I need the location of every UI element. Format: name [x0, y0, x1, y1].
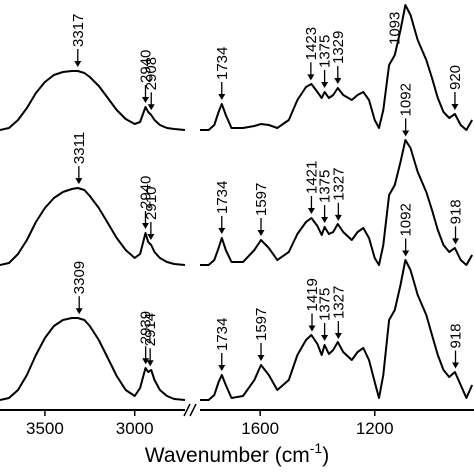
peak-label: 1419 [304, 278, 321, 311]
peak-label: 1375 [317, 35, 334, 68]
x-tick-label: 1200 [356, 419, 394, 438]
peak-label: 2914 [142, 313, 159, 346]
peak-label: 918 [448, 323, 465, 348]
peak-arrowhead [257, 355, 265, 361]
peak-arrowhead [452, 238, 460, 245]
peak-arrowhead [308, 325, 316, 332]
peak-label: 918 [448, 199, 465, 224]
peak-label: 2908 [143, 57, 160, 90]
peak-arrowhead [451, 104, 459, 110]
peak-label: 1597 [253, 308, 270, 341]
peak-arrowhead [147, 104, 155, 111]
peak-label: 1734 [214, 318, 231, 351]
peak-arrowhead [334, 78, 342, 84]
peak-arrowhead [257, 230, 265, 236]
x-tick-label: 3500 [26, 419, 64, 438]
peak-label: 1597 [253, 183, 270, 216]
peak-label: 1093 [386, 12, 403, 45]
peak-label: 2940 [137, 176, 154, 209]
peak-arrowhead [218, 365, 226, 371]
peak-arrowhead [141, 223, 149, 229]
peak-arrowhead [75, 308, 83, 315]
x-axis-title-sup: -1 [310, 440, 323, 456]
axis-break [183, 403, 197, 417]
peak-label: 2940 [137, 50, 154, 83]
x-tick-label: 3000 [116, 419, 154, 438]
peak-arrowhead [218, 228, 226, 234]
peak-label: 2910 [143, 187, 160, 220]
peak-label: 2939 [138, 311, 155, 344]
peak-arrowhead [75, 178, 83, 185]
peak-arrowhead [218, 94, 226, 100]
peak-label: 1327 [330, 167, 347, 200]
spectrum-line [0, 4, 473, 131]
peak-label: 1734 [214, 47, 231, 80]
peak-label: 1734 [214, 181, 231, 214]
x-tick-label: 1600 [241, 419, 279, 438]
x-axis-title-main: Wavenumber (cm [145, 444, 310, 467]
peak-label: 1092 [398, 203, 415, 236]
peak-arrowhead [307, 208, 315, 214]
peak-arrowhead [307, 74, 315, 81]
peak-label: 1327 [330, 286, 347, 319]
peak-label: 1375 [317, 288, 334, 321]
peak-arrowhead [146, 360, 154, 367]
peak-label: 1329 [330, 31, 347, 64]
peak-arrowhead [402, 130, 410, 137]
peak-label: 920 [447, 65, 464, 90]
peak-label: 1421 [303, 161, 320, 194]
peak-arrowhead [321, 82, 329, 88]
peak-arrowhead [334, 214, 342, 221]
x-axis-title-end: ) [322, 444, 329, 467]
x-axis-title: Wavenumber (cm-1) [145, 440, 329, 467]
peak-label: 3317 [70, 14, 87, 47]
peak-arrowhead [321, 217, 329, 223]
peak-arrowhead [74, 61, 82, 67]
peak-label: 3311 [71, 132, 88, 164]
break-mark [183, 403, 191, 417]
peak-label: 1423 [303, 27, 320, 60]
spectrum-line [0, 139, 473, 266]
peak-arrowhead [321, 335, 329, 341]
peak-label: 3309 [71, 261, 88, 294]
peak-label: 1375 [317, 170, 334, 203]
peak-arrowhead [334, 333, 342, 339]
spectrum-line [0, 259, 474, 401]
peak-arrowhead [141, 97, 149, 103]
peak-label: 1092 [398, 83, 415, 116]
peak-arrowhead [142, 358, 150, 365]
break-mark [189, 403, 197, 417]
peak-arrowhead [402, 250, 410, 257]
peak-arrowhead [452, 362, 460, 369]
peak-arrowhead [147, 233, 155, 240]
